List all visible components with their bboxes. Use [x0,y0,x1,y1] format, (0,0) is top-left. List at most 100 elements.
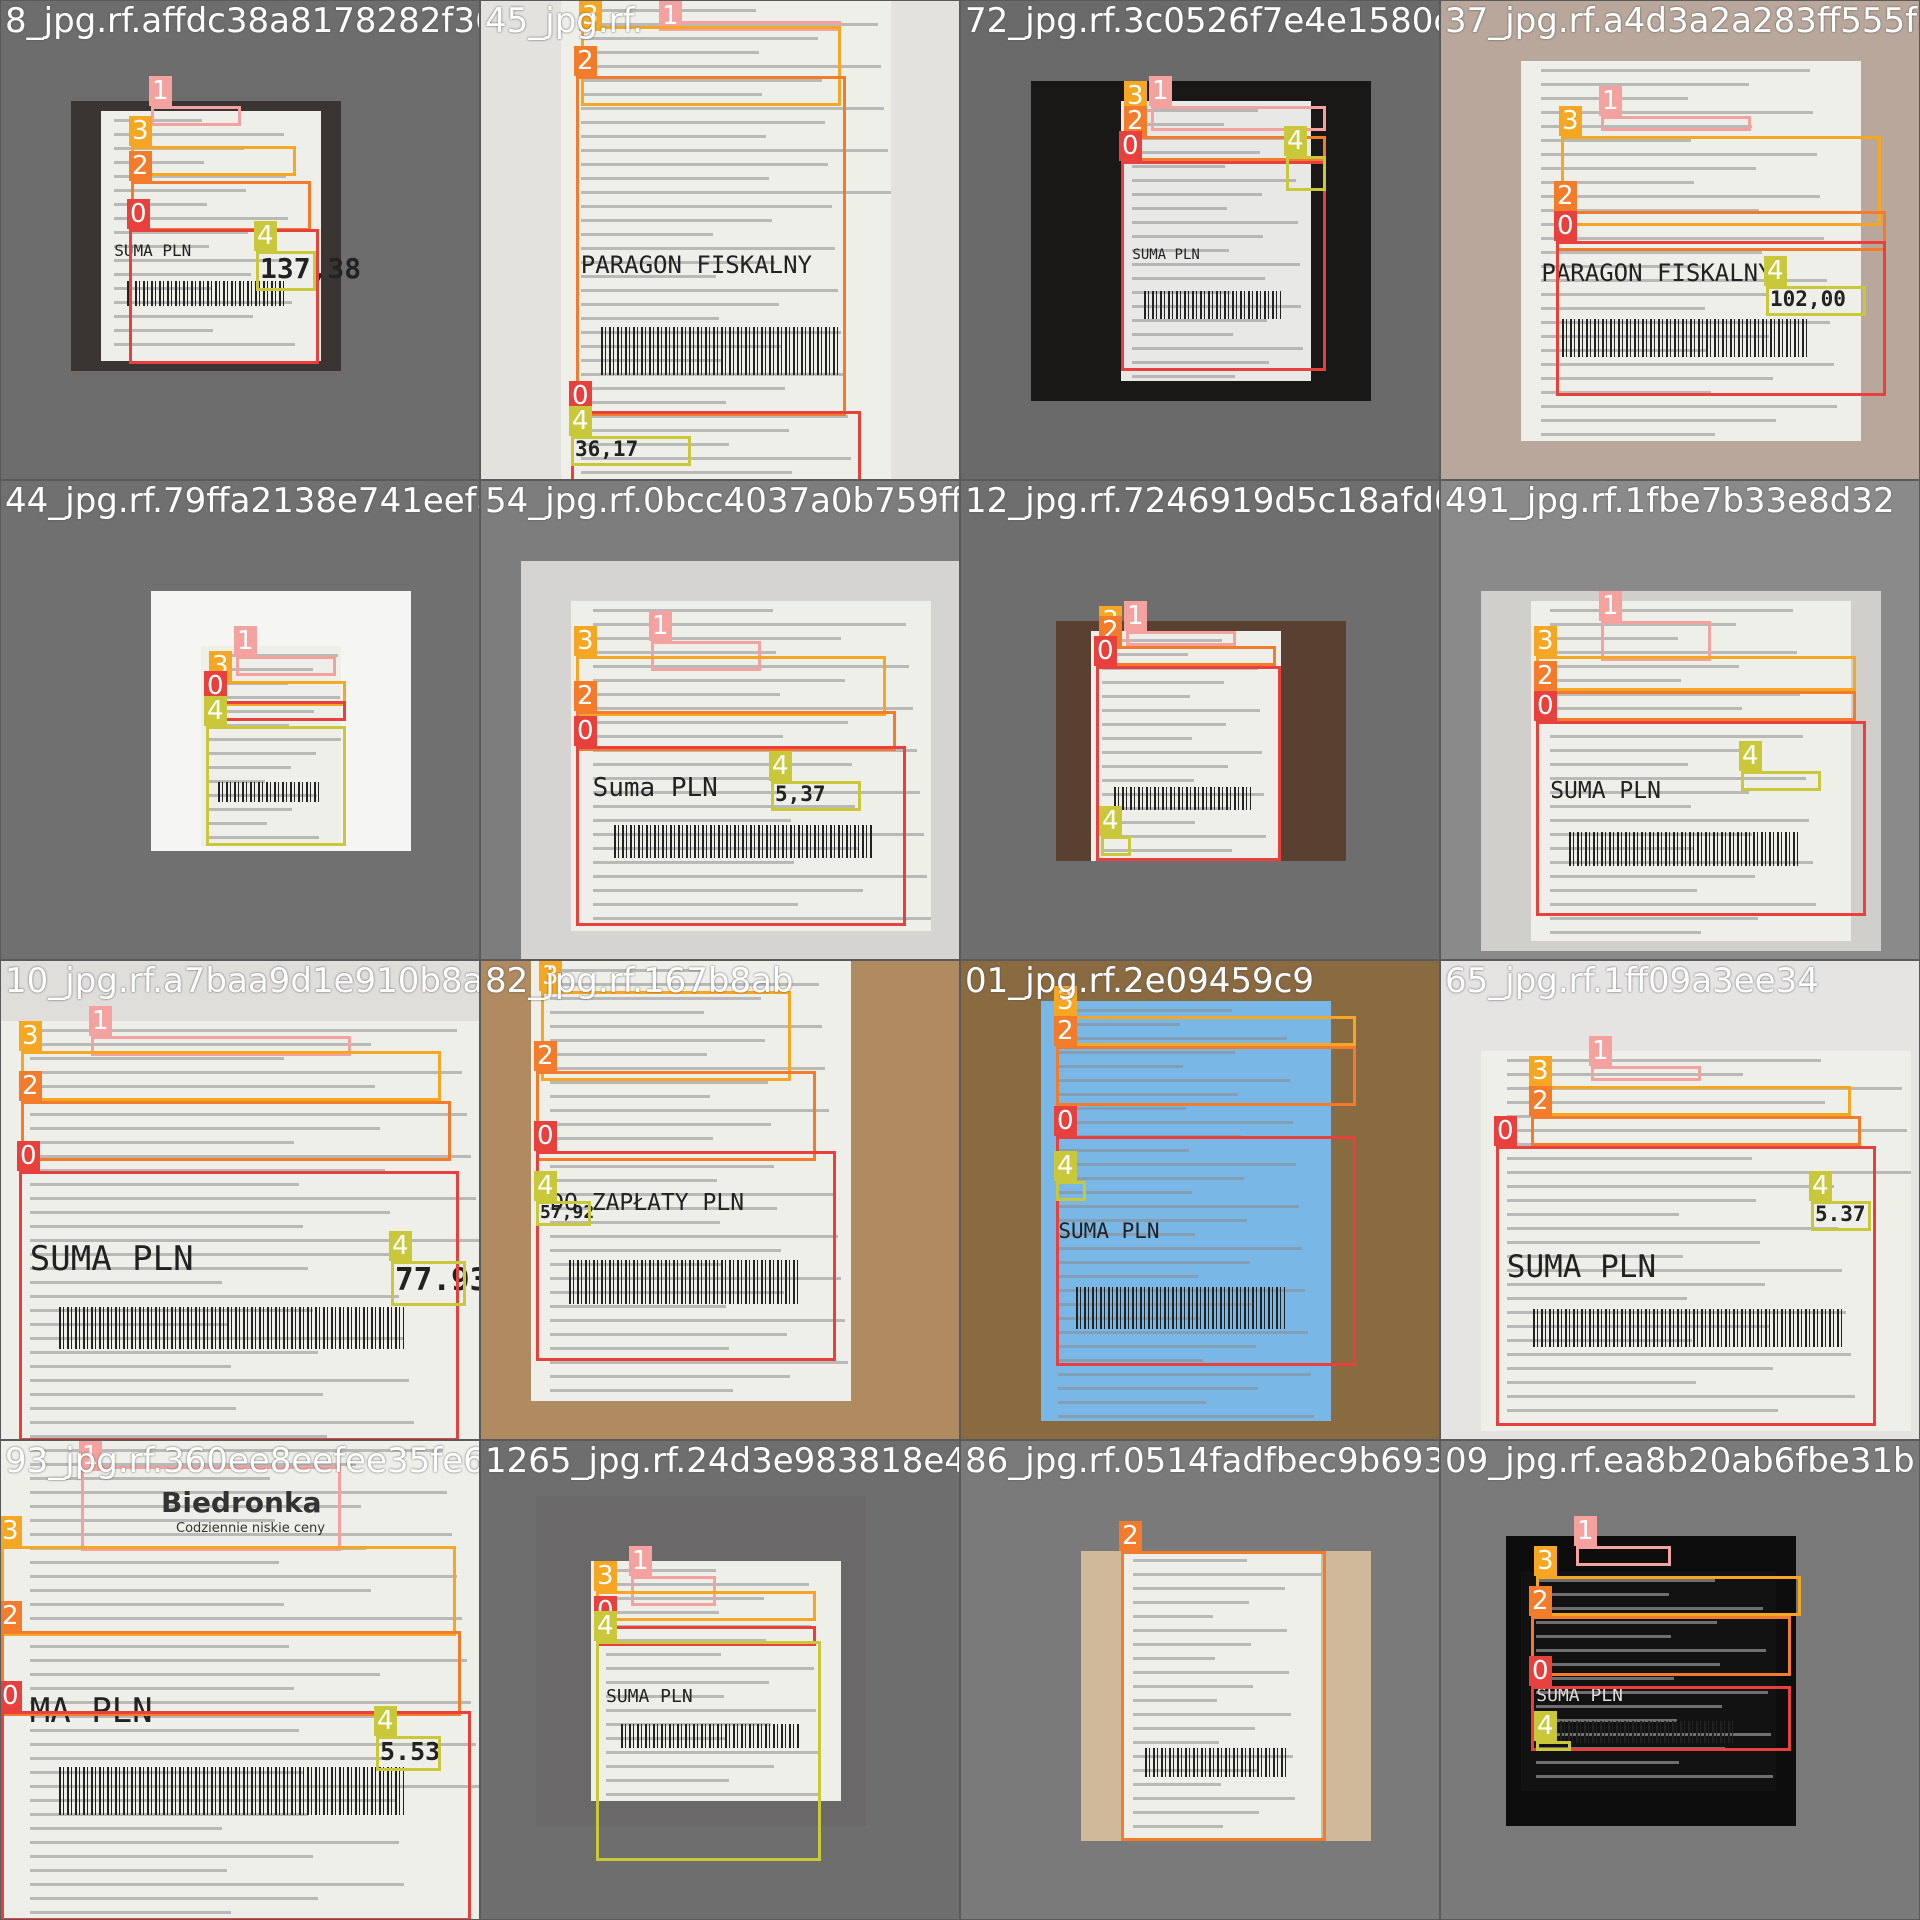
receipt-text-line [1058,1121,1294,1124]
receipt-text-line [29,1463,357,1466]
receipt-text-line [580,219,773,222]
detection-box-2 [1536,691,1856,721]
detection-box-0 [129,229,319,364]
receipt-paper [1091,631,1281,861]
receipt-text-line [1541,363,1834,366]
receipt-sum-label: SUMA PLN [1536,1685,1623,1707]
receipt-text-line [1102,751,1262,754]
receipt-text-line [1133,1727,1255,1730]
detection-box-2 [21,1101,451,1161]
receipt-text-line [1058,1093,1239,1096]
detection-box-3 [1536,1576,1801,1616]
receipt-total-value: 5,37 [775,782,826,806]
detection-box-0 [206,701,346,721]
receipt-text-line [114,133,284,136]
receipt-text-line [1058,1219,1247,1222]
receipt-sum-label: PARAGON FISKALNY [580,250,812,279]
detection-box-3 [596,1591,816,1621]
receipt-text-line [580,443,730,446]
receipt-text-line [29,1855,313,1858]
receipt-sum-label: MA PLN [29,1690,153,1731]
receipt-text-line [1541,209,1759,212]
detection-label-2: 2 [534,1041,557,1071]
receipt-text-line [29,1407,237,1410]
receipt-text-line [1541,167,1756,170]
detection-box-4 [571,436,691,466]
receipt-text-line [1536,1593,1669,1596]
receipt-text-line [550,1319,845,1322]
detection-label-0: 0 [204,671,227,701]
detection-label-4: 4 [569,406,592,436]
detection-box-3 [541,991,791,1081]
receipt-text-line [1550,637,1679,640]
receipt-text-line [580,275,717,278]
detection-box-3 [1,1546,456,1636]
receipt-text-line [1541,83,1749,86]
receipt-text-line [29,1197,477,1200]
receipt-text-line [29,1365,232,1368]
receipt-text-line [29,1267,309,1270]
mosaic-cell: MA PLN 5.53 Biedronka Codziennie niskie cen… [0,1440,480,1920]
receipt-text-line [592,721,849,724]
receipt-sum-label: SUMA PLN [1058,1219,1160,1244]
receipt-text-line [1550,623,1736,626]
mosaic-cell: SUMA PLN13041265_jpg.rf.24d3e983818e4 [480,1440,960,1920]
detection-box-4 [771,781,861,811]
receipt-text-line [580,163,829,166]
receipt-text-line [209,724,290,727]
mosaic-cell: SUMA PLN 3 2 0 4 01_jpg.rf.2e09459c9 [960,960,1440,1440]
detection-box-2 [576,76,846,416]
receipt-text-line [1506,1241,1761,1244]
receipt-text-line [114,273,251,276]
receipt-text-line [592,763,852,766]
image-filename: 86_jpg.rf.0514fadfbec9b6937 [965,1441,1440,1481]
receipt-text-line [114,203,207,206]
receipt-text-line [1536,1705,1723,1708]
receipt-text-line [209,668,313,671]
receipt-text-line [1506,1059,1821,1062]
receipt-text-line [580,149,888,152]
detection-label-0: 0 [1119,131,1142,161]
receipt-text-line [1058,1415,1314,1418]
receipt-text-line [1102,849,1232,852]
receipt-text-line [550,1039,765,1042]
receipt-sum-label: SUMA PLN [1132,246,1200,263]
detection-box-2 [1056,1046,1356,1106]
detection-label-1: 1 [79,1441,102,1471]
receipt-sum-label: Suma PLN [592,772,718,803]
receipt-text-line [1058,1205,1300,1208]
receipt-text-line [1536,1761,1680,1764]
receipt-text-line [1536,1775,1774,1778]
receipt-paper [561,1,891,479]
receipt-sum-label: SUMA PLN [1506,1248,1657,1285]
receipt-text-line [550,1137,714,1140]
receipt-text-line [1102,639,1223,642]
receipt-text-line [1058,1149,1189,1152]
detection-label-4: 4 [769,751,792,781]
receipt-text-line [1132,235,1264,238]
receipt-text-line [1058,1247,1302,1250]
receipt-text-line [550,1053,707,1056]
receipt-text-line [1550,903,1816,906]
receipt-text-line [1058,1331,1308,1334]
receipt-text-line [606,1695,724,1698]
receipt-text-line [592,637,841,640]
detection-box-1 [1576,1546,1671,1566]
detection-box-3 [131,146,296,176]
receipt-text-line [1058,1275,1198,1278]
receipt-text-line [1058,1373,1311,1376]
receipt-text-line [1133,1797,1295,1800]
receipt-text-line [580,401,726,404]
detection-label-4: 4 [1099,806,1122,836]
receipt-text-line [114,315,253,318]
detection-box-2 [1121,1551,1326,1841]
detection-label-2: 2 [1529,1586,1552,1616]
receipt-text-line [1058,1051,1236,1054]
receipt-text-line [1058,1401,1207,1404]
receipt-text-line [1550,609,1794,612]
detection-label-3: 3 [19,1021,42,1051]
detection-box-4 [1766,286,1866,316]
receipt-paper [1521,1571,1776,1791]
receipt-text-line [1550,917,1759,920]
